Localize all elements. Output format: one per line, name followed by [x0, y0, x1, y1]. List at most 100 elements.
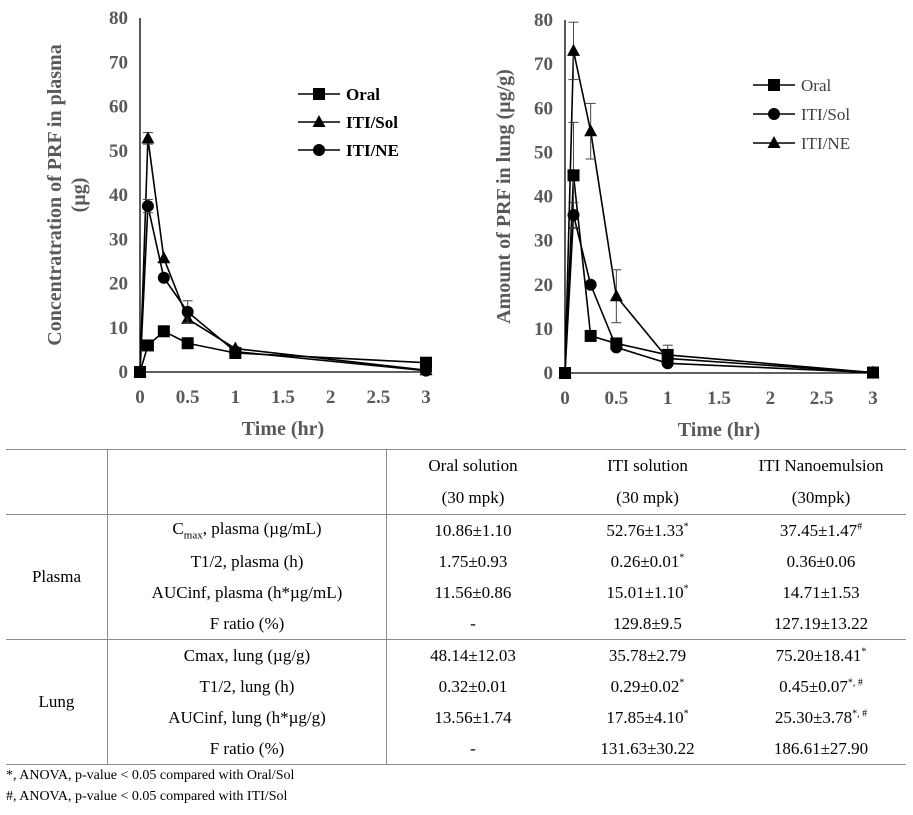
legend-marker [313, 144, 325, 156]
legend-label: ITI/Sol [801, 105, 850, 124]
value-cell: 11.56±0.86 [387, 577, 560, 608]
significance-mark: * [679, 551, 685, 563]
value-cell: 0.26±0.01* [559, 546, 736, 577]
series-oral [559, 121, 879, 379]
value-cell: 10.86±1.10 [387, 515, 560, 547]
y-tick-label: 70 [534, 54, 553, 75]
data-point [584, 124, 598, 137]
y-tick-label: 20 [109, 274, 128, 295]
y-tick-label: 60 [534, 98, 553, 119]
column-header-dose: (30mpk) [736, 482, 906, 515]
column-header: ITI Nanoemulsion [736, 449, 906, 482]
value-cell: 13.56±1.74 [387, 702, 560, 733]
series-line [564, 50, 874, 374]
parameter-name: F ratio (%) [209, 613, 285, 633]
data-point [661, 351, 675, 364]
y-axis-title-line: Concentratration of PRF in plasma [44, 44, 66, 345]
parameter-name: AUCinf, plasma (h*µg/mL) [151, 582, 343, 602]
table-header-row: Oral solution ITI solution ITI Nanoemulsio… [6, 449, 906, 515]
series-line [564, 214, 874, 374]
value-text: 0.29±0.02 [610, 676, 680, 696]
footnote-text: , ANOVA, p-value < 0.05 compared with Or… [13, 768, 295, 783]
legend-marker [767, 136, 781, 148]
table-header-blank [107, 449, 387, 515]
x-tick-label: 1 [663, 388, 673, 409]
significance-mark: *, # [852, 707, 868, 719]
table-row: T1/2, plasma (h) 1.75±0.93 0.26±0.01* 0.36±… [6, 546, 906, 577]
value-text: 1.75±0.93 [438, 551, 508, 571]
value-text: - [470, 738, 476, 758]
legend-label: Oral [346, 85, 380, 104]
value-text: 11.56±0.86 [434, 582, 512, 602]
legend-marker [768, 108, 780, 120]
column-header: ITI solution [559, 449, 736, 482]
data-point [157, 325, 170, 338]
value-text: 186.61±27.90 [773, 738, 869, 758]
value-cell: - [386, 733, 559, 765]
data-point [558, 366, 572, 378]
parameter-cell: AUCinf, lung (h*µg/g) [107, 702, 387, 733]
data-point [157, 271, 170, 284]
value-cell: 1.75±0.93 [387, 546, 560, 577]
x-tick-label: 2 [326, 387, 336, 408]
value-text: 0.32±0.01 [438, 676, 508, 696]
table-row: F ratio (%) - 129.8±9.5 127.19±13.22 [6, 608, 906, 640]
parameter-name: AUCinf, lung (h*µg/g) [168, 707, 326, 727]
series-iti-sol [559, 202, 879, 379]
parameter-name: T1/2, plasma (h) [190, 551, 304, 571]
parameter-cell: F ratio (%) [107, 733, 387, 765]
value-text: 15.01±1.10 [606, 582, 684, 602]
legend-marker [312, 115, 326, 127]
footnote-text: , ANOVA, p-value < 0.05 compared with IT… [13, 789, 288, 804]
value-text: 129.8±9.5 [613, 613, 682, 633]
series-oral [134, 325, 432, 378]
column-header-dose: (30 mpk) [386, 482, 559, 515]
y-tick-label: 80 [109, 8, 128, 29]
parameter-cell: T1/2, lung (h) [107, 671, 387, 702]
table-row: Plasma Cmax, plasma (µg/mL) 10.86±1.10 52.7… [6, 514, 906, 640]
parameter-cell: AUCinf, plasma (h*µg/mL) [107, 577, 387, 608]
table-row: AUCinf, plasma (h*µg/mL) 11.56±0.86 15.01±… [6, 577, 906, 608]
value-cell: 15.01±1.10* [559, 577, 736, 608]
y-tick-label: 50 [534, 142, 553, 163]
significance-mark: * [683, 582, 689, 594]
series-iti-sol [133, 131, 433, 377]
data-point [866, 365, 880, 378]
series-line [139, 138, 427, 373]
parameter-subscript: max [183, 529, 203, 542]
pk-parameter-table: Oral solution ITI solution ITI Nanoemulsio… [6, 449, 906, 765]
value-text: - [470, 613, 476, 633]
x-tick-label: 0 [135, 387, 145, 408]
parameter-name: C [172, 519, 184, 539]
y-tick-label: 80 [534, 10, 553, 31]
value-text: 131.63±30.22 [600, 738, 695, 758]
legend-marker [313, 88, 325, 100]
footnote-hash: #, ANOVA, p-value < 0.05 compared with I… [6, 789, 287, 805]
value-text: 0.36±0.06 [786, 551, 856, 571]
plasma-chart-svg: 0 10 20 30 40 50 60 70 80 0 0.5 1 1.5 2 2.5 3 Time (hr) C… [44, 8, 433, 440]
parameter-cell: Cmax, plasma (µg/mL) [107, 514, 387, 546]
significance-mark: * [679, 676, 685, 688]
legend-marker [768, 79, 780, 91]
data-point [141, 200, 154, 213]
y-axis-title: Amount of PRF in lung (µg/g) [493, 69, 515, 324]
x-tick-label: 0.5 [176, 387, 200, 408]
significance-mark: # [857, 520, 863, 532]
x-tick-label: 1 [231, 387, 241, 408]
table-header-row: (30 mpk) (30 mpk) (30mpk) [6, 482, 906, 515]
y-tick-label: 10 [109, 318, 128, 339]
plasma-chart: 0 10 20 30 40 50 60 70 80 0 0.5 1 1.5 2 2.5 3 Time (hr) C… [0, 0, 455, 445]
value-text: 127.19±13.22 [773, 613, 869, 633]
lung-chart: 0 10 20 30 40 50 60 70 80 0 0.5 1 1.5 2 2.5 3 Time (hr) A… [455, 0, 913, 445]
y-axis-title: Concentratration of PRF in plasma (µg) [44, 44, 90, 345]
value-cell: 131.63±30.22 [559, 733, 736, 765]
lung-chart-svg: 0 10 20 30 40 50 60 70 80 0 0.5 1 1.5 2 2.5 3 Time (hr) A… [493, 10, 880, 441]
value-text: 75.20±18.41 [775, 645, 862, 665]
legend-label: ITI/Sol [346, 113, 398, 132]
series-iti-ne [134, 198, 432, 378]
data-point [567, 43, 581, 56]
table-row: F ratio (%) - 131.63±30.22 186.61±27.90 [6, 733, 906, 765]
table-header-blank [6, 449, 108, 515]
parameter-rest: , plasma (µg/mL) [202, 519, 322, 539]
footnote-mark: * [6, 768, 13, 783]
